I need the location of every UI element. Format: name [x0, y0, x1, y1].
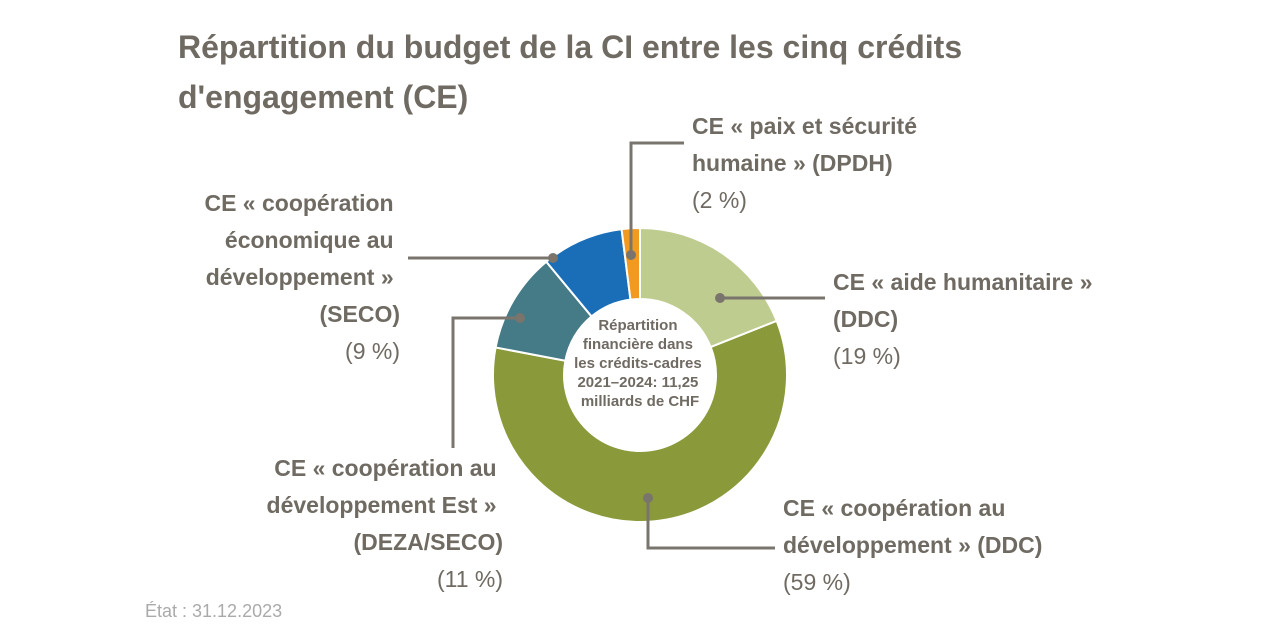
note: État : 31.12.2023 — [145, 601, 282, 621]
value-label: (11 %) — [437, 566, 503, 592]
donut-slice — [492, 319, 788, 523]
category-label: CE « paix et sécurité humaine » (DPDH) — [692, 113, 923, 176]
center-text: Répartition financière dans les crédits-… — [574, 317, 706, 410]
value-label: (19 %) — [833, 343, 901, 369]
leader-line — [646, 498, 775, 550]
leader-dot — [515, 313, 525, 323]
category-label: CE « aide humanitaire » (DDC) — [833, 269, 1099, 332]
value-label: (59 %) — [783, 569, 851, 595]
category-label: CE « coopération au développement » (DDC… — [783, 495, 1042, 558]
leader-line — [629, 141, 684, 255]
category-label: CE « coopération économique au développe… — [204, 190, 400, 327]
chart-title: Répartition du budget de la CI entre les… — [178, 29, 971, 115]
category-label: CE « coopération au développement Est » … — [267, 455, 503, 555]
donut-slice — [639, 226, 778, 349]
donut-slice — [620, 226, 641, 301]
leader-dot — [548, 253, 558, 263]
leader-dot — [643, 493, 653, 503]
value-label: (2 %) — [692, 187, 747, 213]
value-label: (9 %) — [345, 338, 400, 364]
leader-line — [451, 316, 520, 448]
leader-dot — [715, 293, 725, 303]
leader-dot — [626, 250, 636, 260]
